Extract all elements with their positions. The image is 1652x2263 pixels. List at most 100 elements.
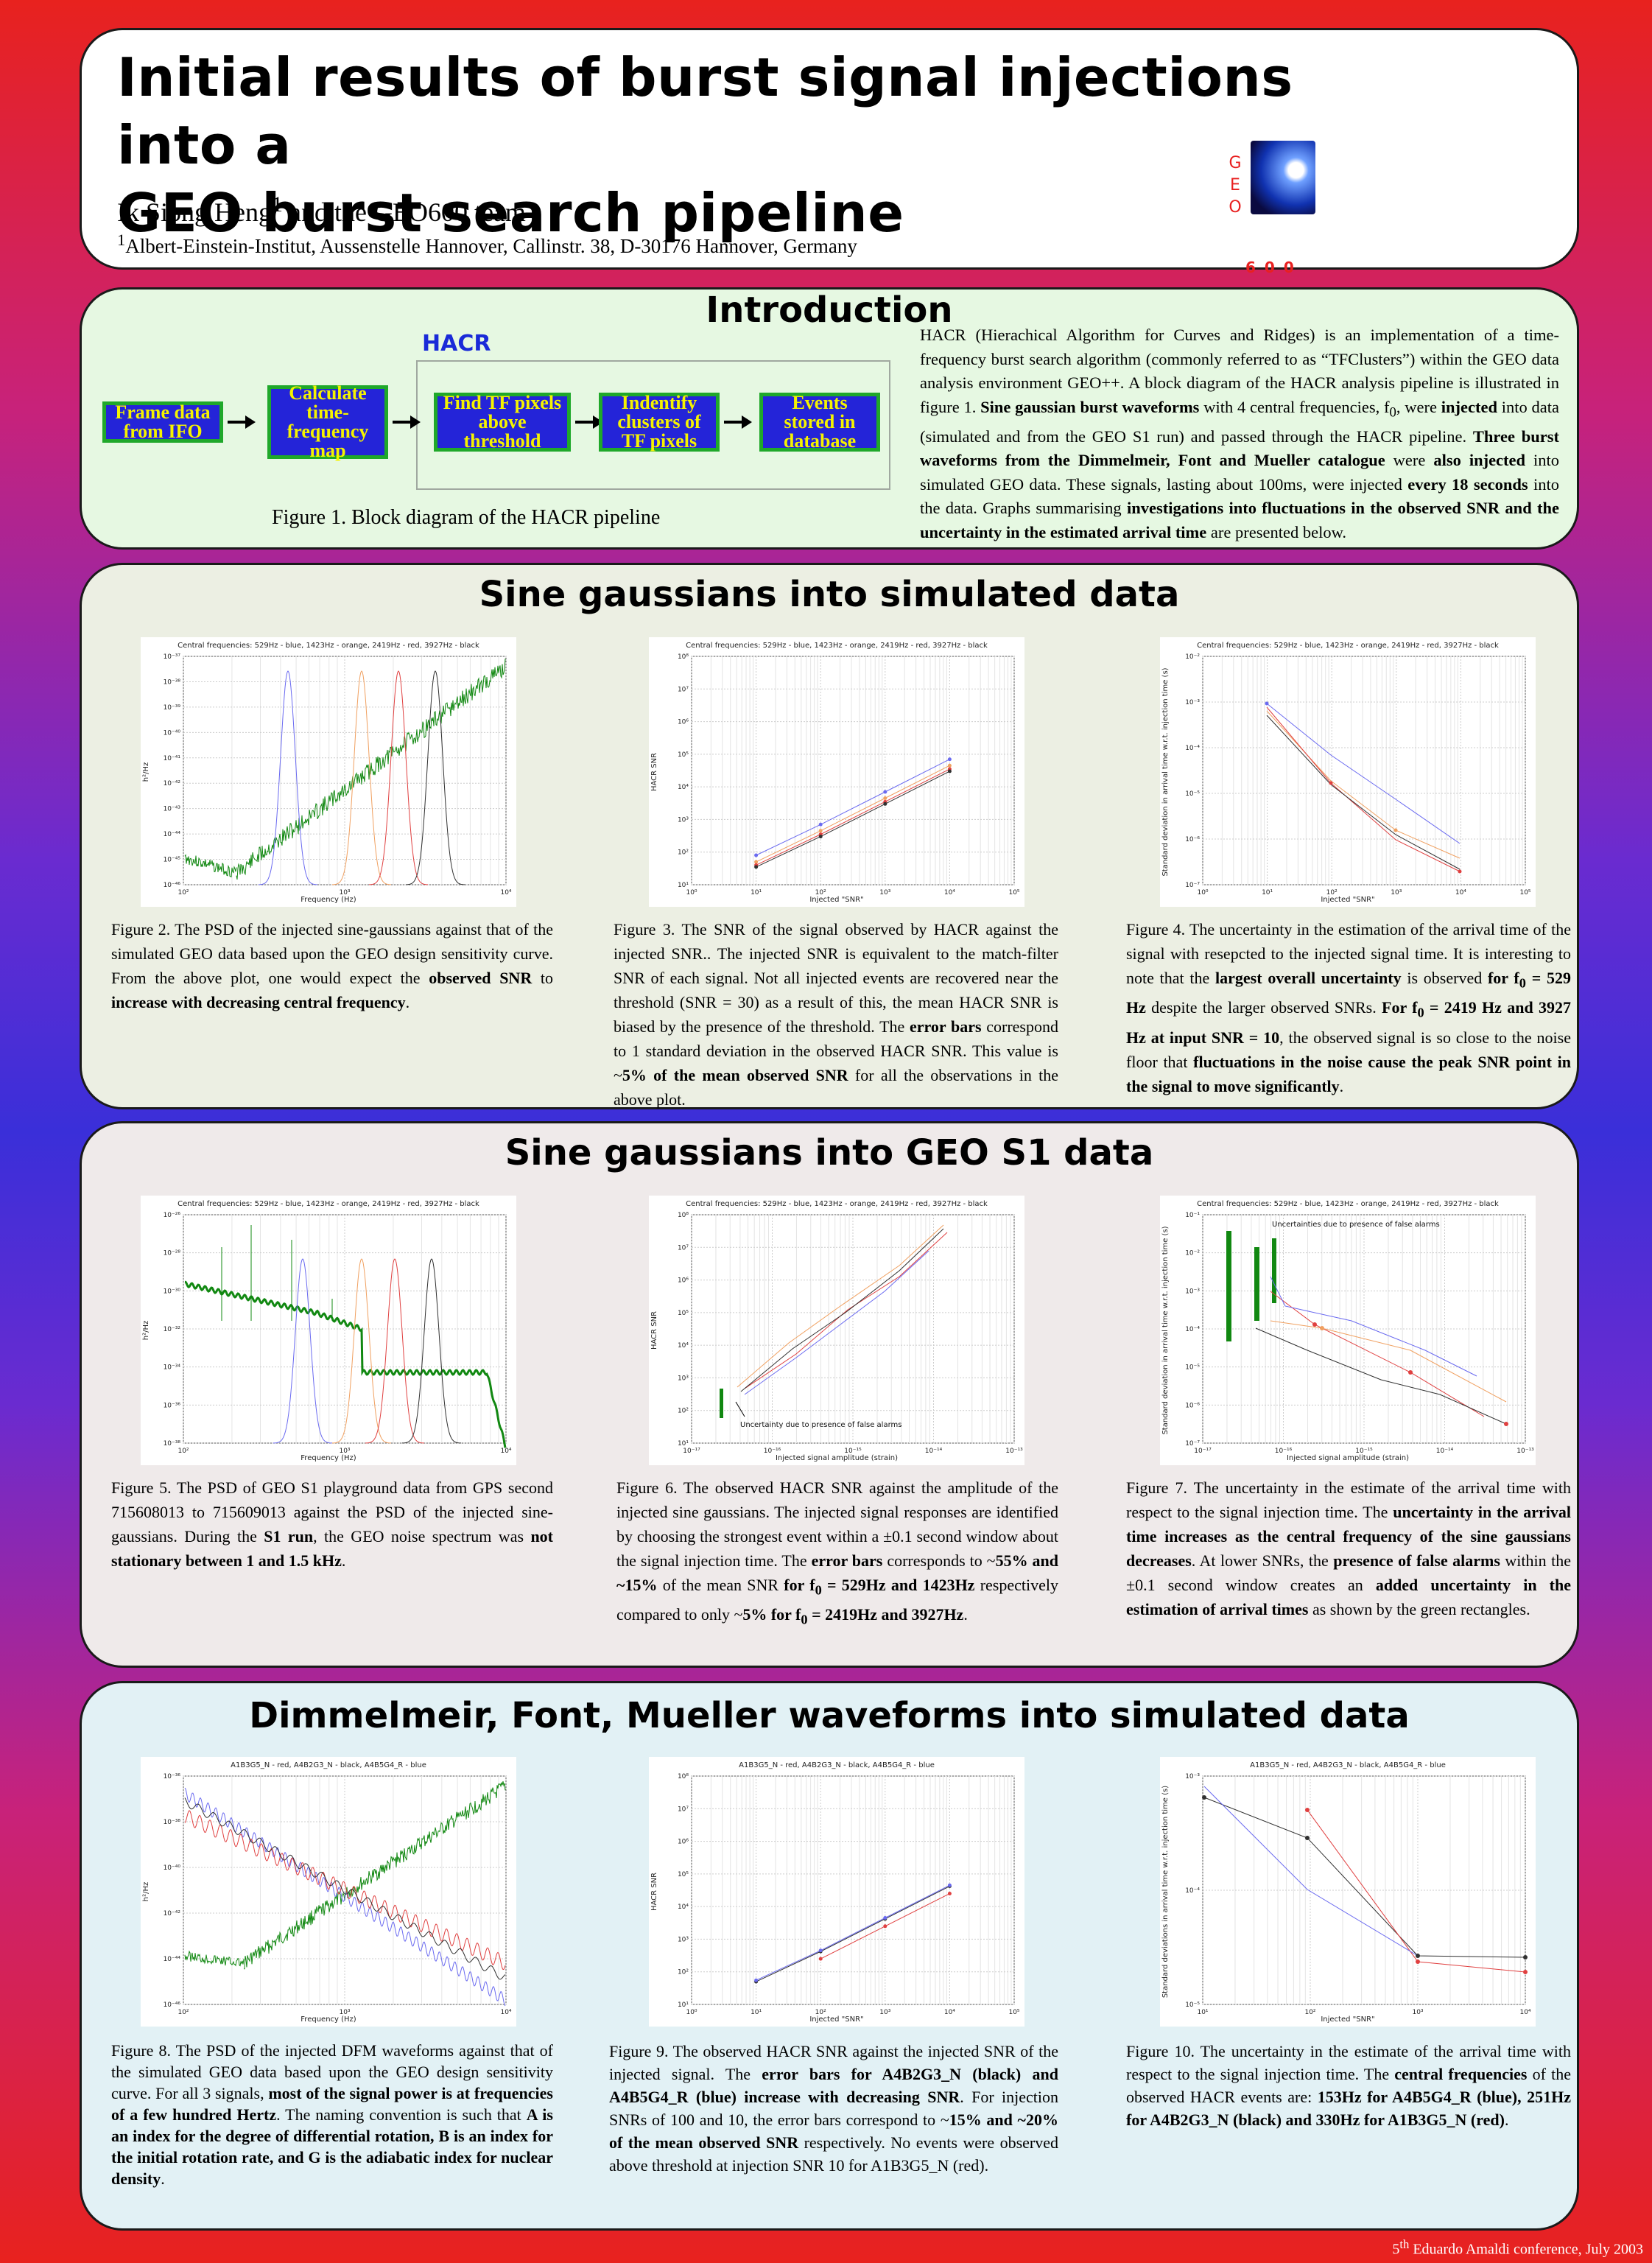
data-point-black xyxy=(947,769,952,773)
data-point xyxy=(1265,701,1269,706)
false-alarm-marker xyxy=(1226,1231,1231,1341)
y-tick-label: 10⁻⁴¹ xyxy=(164,755,181,762)
author-name: Ik Siong Heng xyxy=(117,197,272,227)
text-run: Figure 4. The uncertainty in the estimat… xyxy=(1126,920,1571,987)
series-line-red xyxy=(756,768,950,866)
affil-sup: 1 xyxy=(117,231,126,249)
y-tick-label: 10⁻³⁸ xyxy=(164,1440,181,1448)
text-run: . xyxy=(1339,1076,1344,1095)
text-run: 0 xyxy=(1417,1005,1424,1020)
x-tick-label: 10⁵ xyxy=(1008,889,1019,897)
text-run: not stationary between 1 and 1.5 kHz xyxy=(111,1527,553,1570)
title-line-2: GEO burst search pipeline xyxy=(117,182,904,244)
y-tick-label: 10⁻³⁶ xyxy=(164,1402,181,1409)
y-tick-label: 10⁻⁵ xyxy=(1185,790,1200,798)
text-run: within the ±0.1 second window creates an xyxy=(1126,1551,1571,1594)
text-run: increase with decreasing central frequen… xyxy=(111,993,406,1011)
figure-7-title: Central frequencies: 529Hz - blue, 1423H… xyxy=(1197,1200,1499,1208)
text-run: Figure 5. The PSD of GEO S1 playground d… xyxy=(111,1478,553,1545)
x-tick-label: 10³ xyxy=(1412,2009,1423,2016)
y-tick-label: 10⁻⁴⁵ xyxy=(164,857,181,864)
text-run: respectively compared to only ~ xyxy=(616,1576,1058,1624)
false-alarm-marker xyxy=(1272,1238,1276,1303)
affiliation: 1Albert-Einstein-Institut, Aussenstelle … xyxy=(117,231,857,258)
series-line-orange xyxy=(1266,710,1461,859)
noise-curve xyxy=(184,854,237,878)
figure-2: Central frequencies: 529Hz - blue, 1423H… xyxy=(141,637,516,907)
data-point-blue xyxy=(883,1916,887,1920)
data-point xyxy=(1305,1836,1310,1840)
text-run: are presented below. xyxy=(1206,522,1346,541)
text-run: presence of false alarms xyxy=(1333,1551,1500,1570)
y-tick-label: 10⁻⁴² xyxy=(164,780,181,787)
x-tick-label: 10⁻¹³ xyxy=(1516,1448,1534,1455)
psd-2419-red xyxy=(368,670,429,885)
y-tick-label: 10² xyxy=(678,1408,689,1415)
y-tick-label: 10⁸ xyxy=(678,1212,689,1219)
figure-4-caption: Figure 4. The uncertainty in the estimat… xyxy=(1126,917,1571,1098)
y-tick-label: 10⁻¹ xyxy=(1185,1212,1200,1219)
text-run: correspond to 1 standard deviation in th… xyxy=(614,1017,1058,1084)
x-tick-label: 10² xyxy=(1304,2009,1315,2016)
y-tick-label: 10⁵ xyxy=(678,1871,689,1878)
text-run: Sine gaussian burst waveforms xyxy=(980,397,1200,416)
x-tick-label: 10⁻¹⁶ xyxy=(764,1448,781,1455)
y-tick-label: 10² xyxy=(678,1969,689,1976)
x-tick-label: 10² xyxy=(177,2009,189,2016)
data-point-red xyxy=(818,1957,823,1961)
intro-text: HACR (Hierachical Algorithm for Curves a… xyxy=(920,323,1559,544)
series-line-red xyxy=(744,1232,948,1389)
figure-9: A1B3G5_N - red, A4B2G3_N - black, A4B5G4… xyxy=(649,1757,1024,2027)
text-run: of the mean SNR xyxy=(657,1576,784,1594)
text-run: were xyxy=(1385,451,1434,469)
figure-7-plot: 10⁻¹⁷ 10⁻¹⁶ 10⁻¹⁵ 10⁻¹⁴ 10⁻¹³ 10⁻¹ 10⁻² 10⁻³ 10⁻… xyxy=(1185,1212,1534,1455)
x-tick-label: 10⁰ xyxy=(1197,889,1208,897)
series-line-black xyxy=(756,771,950,868)
geo600-logo: G E O 600 xyxy=(1227,141,1315,276)
text-run: also injected xyxy=(1433,451,1526,469)
text-run: Three burst waveforms from the Dimmelmei… xyxy=(920,427,1559,470)
y-tick-label: 10⁻⁵ xyxy=(1185,1364,1200,1372)
x-tick-label: 10⁰ xyxy=(686,2009,697,2016)
y-tick-label: 10⁶ xyxy=(678,1277,689,1285)
text-run: largest overall uncertainty xyxy=(1215,969,1402,987)
series-line-black xyxy=(1266,715,1461,870)
y-tick-label: 10³ xyxy=(678,816,689,824)
y-tick-label: 10⁻²⁸ xyxy=(164,1250,181,1257)
text-run: investigations into fluctuations in the … xyxy=(920,499,1559,541)
logo-moon-image xyxy=(1251,141,1315,214)
y-tick-label: 10⁻⁷ xyxy=(1185,1440,1200,1448)
y-tick-label: 10⁻³² xyxy=(164,1326,181,1333)
psd-529-blue xyxy=(273,1258,333,1444)
data-point xyxy=(1320,1326,1324,1330)
data-point-blue xyxy=(947,1883,952,1887)
text-run: Figure 2. The PSD of the injected sine-g… xyxy=(111,920,553,987)
figure-9-xlabel: Injected "SNR" xyxy=(809,2015,864,2024)
logo-e: E xyxy=(1230,176,1240,194)
figure-5-caption: Figure 5. The PSD of GEO S1 playground d… xyxy=(111,1476,553,1573)
data-point xyxy=(1408,1370,1413,1375)
affiliation-text: Albert-Einstein-Institut, Aussenstelle H… xyxy=(125,235,857,257)
series-line-blue xyxy=(744,1250,929,1395)
text-run: . The naming convention is such that xyxy=(276,2105,527,2124)
y-tick-label: 10⁻⁴ xyxy=(1185,745,1200,752)
x-tick-label: 10³ xyxy=(879,889,890,897)
data-point-black xyxy=(754,865,759,869)
y-tick-label: 10⁻⁴³ xyxy=(164,806,181,813)
x-tick-label: 10⁻¹⁷ xyxy=(683,1448,700,1455)
x-tick-label: 10⁻¹⁵ xyxy=(844,1448,862,1455)
figure-6-plot: 10⁻¹⁷ 10⁻¹⁶ 10⁻¹⁵ 10⁻¹⁴ 10⁻¹³ 10⁸ 10⁷ 10⁶ 10⁵ 10⁴… xyxy=(678,1212,1023,1455)
section-sine-simulated: Sine gaussians into simulated data Centr… xyxy=(80,563,1579,1109)
text-run: with 4 central frequencies, f xyxy=(1199,397,1390,416)
figure-3-plot: 10⁰ 10¹ 10² 10³ 10⁴ 10⁵10⁸10⁷10⁶10⁵10⁴10³10²1… xyxy=(678,653,1020,897)
plot-area xyxy=(691,656,1015,885)
text-run: A is an index for the degree of differen… xyxy=(111,2105,553,2188)
text-run: Figure 8. The PSD of the injected DFM wa… xyxy=(111,2041,553,2102)
psd-1423-orange xyxy=(331,670,392,885)
section-dfm: Dimmelmeir, Font, Mueller waveforms into… xyxy=(80,1681,1579,2231)
annotation-arrow xyxy=(735,1401,745,1417)
text-run: error bars for A4B2G3_N (black) and A4B5… xyxy=(609,2065,1058,2106)
y-tick-label: 10⁻⁴ xyxy=(1185,1326,1200,1333)
logo-number: 600 xyxy=(1245,259,1303,276)
text-run: 0 xyxy=(801,1612,808,1627)
